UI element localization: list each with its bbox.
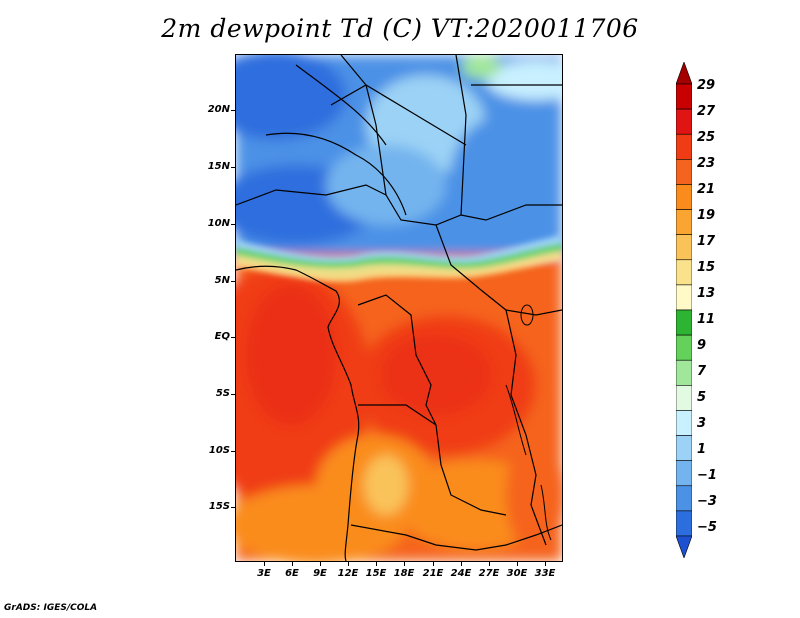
colorbar-segment xyxy=(676,259,692,286)
map-plot-area xyxy=(235,54,563,562)
y-label: EQ xyxy=(214,331,230,342)
x-label: 24E xyxy=(450,568,472,579)
x-tick xyxy=(348,562,349,566)
lakes xyxy=(505,304,552,541)
colorbar-label: 15 xyxy=(697,260,716,275)
colorbar-segment xyxy=(676,460,692,487)
y-label: 15N xyxy=(207,161,230,172)
x-label: 12E xyxy=(337,568,359,579)
chart-title: 2m dewpoint Td (C) VT:2020011706 xyxy=(161,14,639,43)
y-tick xyxy=(231,110,235,111)
colorbar-label: −3 xyxy=(697,494,717,509)
colorbar-label: 29 xyxy=(697,78,716,93)
colorbar-segment xyxy=(676,133,692,160)
x-label: 9E xyxy=(313,568,327,579)
x-tick xyxy=(292,562,293,566)
y-label: 10S xyxy=(208,445,230,456)
colorbar-label: −1 xyxy=(697,468,717,483)
y-tick xyxy=(231,507,235,508)
y-tick xyxy=(231,224,235,225)
x-label: 33E xyxy=(534,568,556,579)
footer-credit: GrADS: IGES/COLA xyxy=(4,603,98,613)
colorbar-segment xyxy=(676,485,692,512)
colorbar-label: 17 xyxy=(697,234,716,249)
dewpoint-map xyxy=(236,55,562,561)
colorbar-segment xyxy=(676,510,692,537)
x-label: 18E xyxy=(393,568,415,579)
colorbar xyxy=(676,62,692,558)
x-tick xyxy=(320,562,321,566)
y-tick xyxy=(231,394,235,395)
x-label: 3E xyxy=(257,568,271,579)
colorbar-segment xyxy=(676,410,692,436)
x-tick xyxy=(264,562,265,566)
x-label: 6E xyxy=(285,568,299,579)
y-tick xyxy=(231,281,235,282)
x-label: 21E xyxy=(422,568,444,579)
colorbar-label: 3 xyxy=(697,416,707,431)
x-label: 30E xyxy=(506,568,528,579)
x-tick xyxy=(404,562,405,566)
colorbar-segment xyxy=(676,309,692,336)
x-tick xyxy=(489,562,490,566)
colorbar-segment xyxy=(676,234,692,261)
colorbar-segment xyxy=(676,334,692,361)
y-tick xyxy=(231,451,235,452)
colorbar-label: 7 xyxy=(697,364,707,379)
colorbar-segment xyxy=(676,83,692,110)
colorbar-segment xyxy=(676,108,692,135)
y-label: 5S xyxy=(215,388,230,399)
x-tick xyxy=(376,562,377,566)
colorbar-label: −5 xyxy=(697,520,717,535)
colorbar-label: 9 xyxy=(697,338,707,353)
x-label: 27E xyxy=(478,568,500,579)
colorbar-segment xyxy=(676,184,692,210)
colorbar-segment xyxy=(676,435,692,461)
colorbar-label: 21 xyxy=(697,182,716,197)
y-label: 5N xyxy=(214,275,230,286)
y-label: 20N xyxy=(207,104,230,115)
y-label: 10N xyxy=(207,218,230,229)
colorbar-label: 25 xyxy=(697,130,716,145)
colorbar-segment xyxy=(676,159,692,185)
colorbar-label: 19 xyxy=(697,208,716,223)
x-tick xyxy=(461,562,462,566)
y-label: 15S xyxy=(208,501,230,512)
x-tick xyxy=(517,562,518,566)
y-tick xyxy=(231,337,235,338)
x-tick xyxy=(545,562,546,566)
x-tick xyxy=(433,562,434,566)
country-borders xyxy=(236,55,562,561)
colorbar-segment xyxy=(676,385,692,411)
x-label: 15E xyxy=(365,568,387,579)
colorbar-segment xyxy=(676,359,692,386)
colorbar-label: 13 xyxy=(697,286,716,301)
colorbar-segment xyxy=(676,284,692,311)
colorbar-label: 1 xyxy=(697,442,707,457)
colorbar-label: 23 xyxy=(697,156,716,171)
colorbar-segment xyxy=(676,535,692,558)
colorbar-label: 5 xyxy=(697,390,707,405)
colorbar-label: 11 xyxy=(697,312,716,327)
colorbar-segment xyxy=(676,62,692,85)
colorbar-segment xyxy=(676,209,692,235)
y-tick xyxy=(231,167,235,168)
colorbar-label: 27 xyxy=(697,104,716,119)
